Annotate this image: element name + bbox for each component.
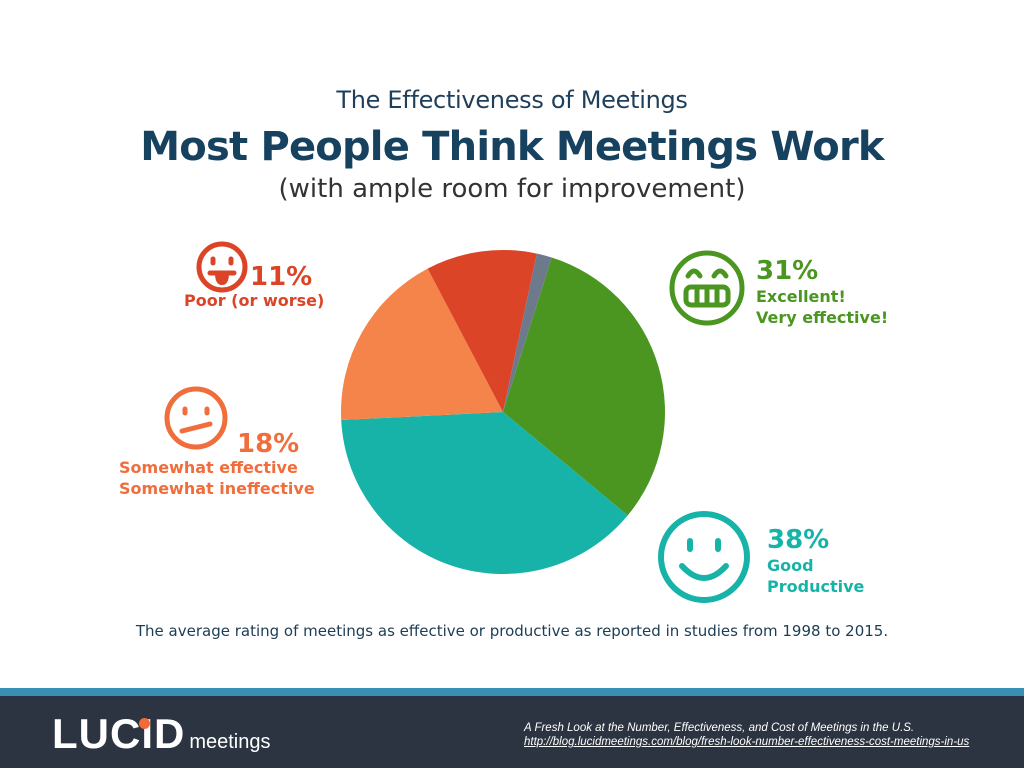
meh-face-icon bbox=[164, 386, 228, 450]
slice-excellent bbox=[503, 257, 665, 516]
pct-poor: 11% bbox=[250, 262, 313, 292]
desc-somewhat: Somewhat effective Somewhat ineffective bbox=[119, 457, 315, 499]
pie-chart bbox=[164, 241, 750, 603]
chart-subtitle: The Effectiveness of Meetings bbox=[336, 86, 688, 114]
slice-good bbox=[341, 412, 628, 575]
chart-title: Most People Think Meetings Work bbox=[140, 124, 884, 170]
logo-subtitle: meetings bbox=[189, 731, 271, 753]
chart-note: (with ample room for improvement) bbox=[278, 174, 746, 204]
logo-dot bbox=[139, 718, 150, 729]
desc-good-line1: Good bbox=[767, 556, 814, 575]
pie-slices bbox=[341, 250, 665, 575]
slice-poor bbox=[427, 250, 537, 412]
label-good: 38% Good Productive bbox=[767, 525, 864, 597]
desc-excellent-line2: Very effective! bbox=[756, 308, 889, 327]
desc-somewhat-line1: Somewhat effective bbox=[119, 458, 298, 477]
footer-stripe bbox=[0, 688, 1024, 696]
chart-caption: The average rating of meetings as effect… bbox=[135, 622, 889, 640]
desc-good-line2: Productive bbox=[767, 577, 865, 596]
source-title: A Fresh Look at the Number, Effectivenes… bbox=[524, 722, 915, 734]
source-link[interactable]: http://blog.lucidmeetings.com/blog/fresh… bbox=[524, 736, 970, 748]
pct-somewhat: 18% bbox=[237, 429, 300, 459]
label-poor: 11% bbox=[250, 262, 312, 292]
tongue-face-icon bbox=[196, 241, 248, 293]
desc-somewhat-line2: Somewhat ineffective bbox=[119, 479, 315, 498]
label-somewhat: 18% bbox=[237, 429, 299, 459]
footer: LUCID meetings A Fresh Look at the Number… bbox=[0, 696, 1024, 768]
source-citation: A Fresh Look at the Number, Effectivenes… bbox=[524, 721, 969, 749]
pct-good: 38% bbox=[767, 525, 830, 555]
logo-word: LUCID bbox=[52, 710, 186, 757]
slice-other bbox=[503, 253, 552, 412]
smile-face-icon bbox=[658, 511, 750, 603]
label-excellent: 31% Excellent! Very effective! bbox=[756, 256, 888, 328]
desc-poor: Poor (or worse) bbox=[184, 290, 324, 311]
desc-excellent-line1: Excellent! bbox=[756, 287, 846, 306]
desc-poor-line1: Poor (or worse) bbox=[184, 291, 325, 310]
pct-excellent: 31% bbox=[756, 256, 819, 286]
lucid-logo: LUCID meetings bbox=[52, 710, 270, 758]
grin-face-icon bbox=[669, 250, 745, 326]
slice-somewhat bbox=[341, 268, 503, 421]
